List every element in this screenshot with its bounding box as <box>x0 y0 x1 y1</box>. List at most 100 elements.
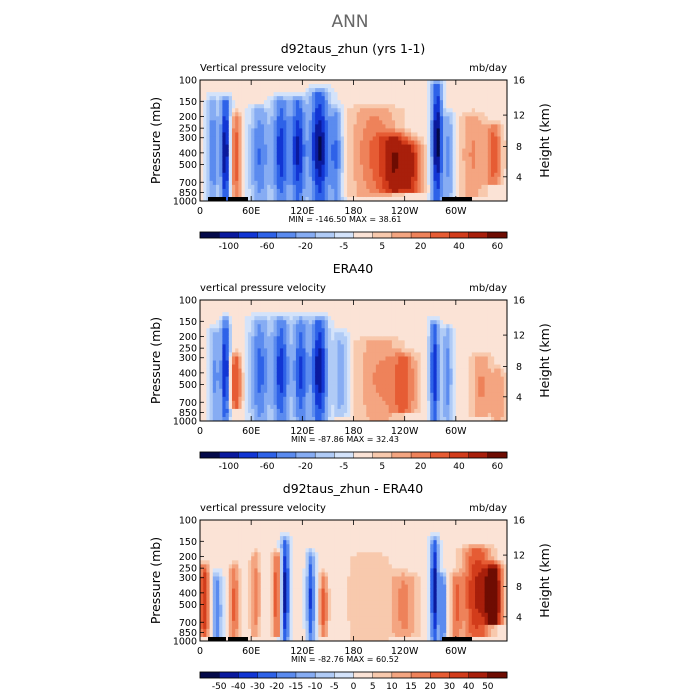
heatmap-cell <box>257 180 262 186</box>
heatmap-cell <box>247 148 252 153</box>
heatmap-cell <box>343 392 348 398</box>
heatmap-cell <box>279 144 284 149</box>
heatmap-cell <box>203 328 207 333</box>
heatmap-cell <box>395 368 399 373</box>
heatmap-cell <box>340 316 345 321</box>
heatmap-cell <box>459 164 463 170</box>
heatmap-cell <box>257 124 262 129</box>
heatmap-cell <box>487 88 492 93</box>
heatmap-cell <box>356 352 361 357</box>
heatmap-cell <box>433 172 438 178</box>
heatmap-cell <box>263 104 268 109</box>
heatmap-cell <box>398 108 402 113</box>
heatmap-cell <box>247 92 252 97</box>
heatmap-cell <box>388 108 393 113</box>
heatmap-cell <box>321 388 326 394</box>
heatmap-cell <box>228 100 233 105</box>
heatmap-cell <box>395 144 399 149</box>
heatmap-cell <box>200 84 204 89</box>
heatmap-cell <box>379 300 383 305</box>
heatmap-cell <box>353 332 358 337</box>
heatmap-cell <box>427 196 431 202</box>
heatmap-cell <box>379 160 383 166</box>
heatmap-cell <box>337 324 342 329</box>
heatmap-cell <box>356 104 361 109</box>
heatmap-cell <box>267 188 271 194</box>
heatmap-cell <box>225 324 230 329</box>
heatmap-cell <box>270 408 274 414</box>
heatmap-cell <box>203 376 207 382</box>
heatmap-cell <box>503 100 508 105</box>
heatmap-cell <box>462 88 466 93</box>
heatmap-cell <box>401 352 406 357</box>
heatmap-cell <box>417 136 422 141</box>
heatmap-cell <box>446 112 450 117</box>
heatmap-cell <box>334 328 338 333</box>
heatmap-cell <box>302 196 306 202</box>
heatmap-cell <box>484 188 489 194</box>
heatmap-cell <box>276 312 281 317</box>
heatmap-cell <box>276 160 281 166</box>
heatmap-cell <box>292 140 297 145</box>
heatmap-cell <box>436 144 441 149</box>
heatmap-cell <box>279 336 284 341</box>
heatmap-cell <box>363 80 367 85</box>
heatmap-cell <box>209 336 214 341</box>
heatmap-cell <box>369 404 374 410</box>
heatmap-cell <box>433 160 438 166</box>
heatmap-cell <box>260 192 265 198</box>
heatmap-cell <box>500 144 505 149</box>
heatmap-cell <box>388 336 393 341</box>
heatmap-cell <box>350 152 354 158</box>
heatmap-cell <box>423 156 428 162</box>
heatmap-cell <box>385 184 390 190</box>
heatmap-cell <box>327 320 332 325</box>
heatmap-cell <box>356 84 361 89</box>
heatmap-cell <box>369 324 374 329</box>
heatmap-cell <box>219 140 223 145</box>
heatmap-cell <box>203 92 207 97</box>
heatmap-cell <box>385 336 390 341</box>
heatmap-cell <box>398 300 402 305</box>
heatmap-cell <box>420 180 425 186</box>
heatmap-cell <box>366 304 370 309</box>
heatmap-cell <box>225 320 230 325</box>
heatmap-cell <box>356 356 361 361</box>
heatmap-cell <box>238 396 242 402</box>
heatmap-cell <box>455 116 460 121</box>
heatmap-cell <box>356 300 361 305</box>
heatmap-cell <box>273 332 278 337</box>
heatmap-cell <box>206 408 210 414</box>
heatmap-cell <box>225 360 230 365</box>
heatmap-cell <box>311 388 316 394</box>
heatmap-cell <box>276 408 281 414</box>
heatmap-cell <box>273 368 278 373</box>
heatmap-cell <box>359 116 364 121</box>
heatmap-cell <box>206 116 210 121</box>
heatmap-cell <box>215 120 220 125</box>
heatmap-cell <box>305 380 310 386</box>
heatmap-cell <box>279 388 284 394</box>
heatmap-cell <box>503 156 508 162</box>
heatmap-cell <box>430 84 434 89</box>
heatmap-cell <box>449 116 454 121</box>
heatmap-cell <box>244 120 249 125</box>
heatmap-cell <box>398 92 402 97</box>
heatmap-cell <box>375 88 380 93</box>
heatmap-cell <box>481 160 486 166</box>
heatmap-cell <box>375 156 380 162</box>
heatmap-cell <box>273 196 278 202</box>
heatmap-cell <box>324 372 329 378</box>
heatmap-cell <box>251 164 255 170</box>
heatmap-cell <box>471 148 476 153</box>
heatmap-cell <box>363 308 367 313</box>
heatmap-cell <box>436 156 441 162</box>
heatmap-cell <box>251 400 255 406</box>
heatmap-cell <box>206 108 210 113</box>
heatmap-cell <box>267 164 271 170</box>
heatmap-cell <box>484 136 489 141</box>
heatmap-cell <box>366 120 370 125</box>
heatmap-cell <box>302 192 306 198</box>
heatmap-cell <box>241 332 246 337</box>
heatmap-cell <box>247 412 252 418</box>
